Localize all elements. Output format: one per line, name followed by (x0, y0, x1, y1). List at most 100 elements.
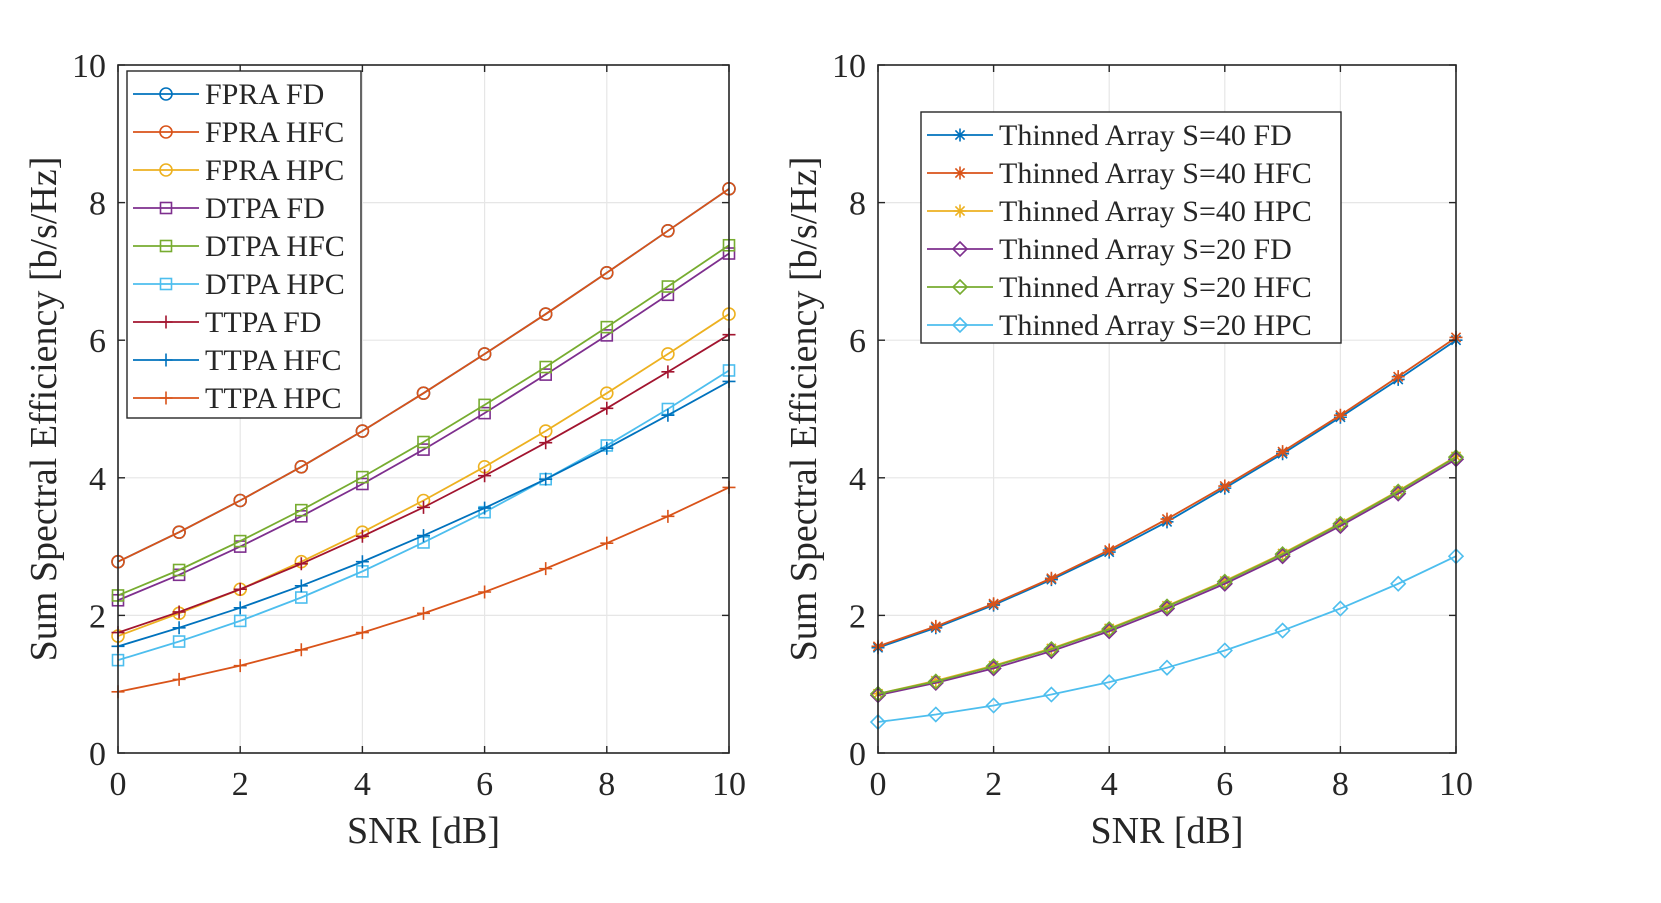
data-point (294, 503, 308, 517)
data-point (172, 525, 186, 539)
y-axis-label: Sum Spectral Efficiency [b/s/Hz] (23, 157, 65, 662)
data-point (985, 660, 1002, 677)
x-tick-label: 2 (985, 766, 1002, 803)
data-point (1158, 598, 1176, 615)
data-point (1274, 548, 1291, 565)
series-line (117, 252, 730, 602)
axes: 0 2 4 6 8 10 0 2 4 6 8 10 SNR [dB] Sum Spectral Effic… (783, 48, 1473, 852)
data-point (1160, 512, 1174, 526)
y-tick-label: 2 (849, 598, 866, 635)
x-tick-label: 6 (1216, 766, 1233, 803)
legend: Thinned Array S=40 FD Thinned Array S=40 … (920, 111, 1342, 344)
data-point (1391, 370, 1405, 384)
series-fpra-hfc (111, 182, 736, 569)
legend-label: DTPA HFC (205, 230, 345, 263)
legend-item-thinned-array-s-20-hfc: Thinned Array S=20 HFC (927, 271, 1312, 304)
data-point (599, 386, 614, 400)
data-point (600, 329, 614, 342)
legend-label: FPRA HFC (205, 116, 344, 149)
axes: 0 2 4 6 8 10 0 2 4 6 8 10 SNR [dB] Sum Spectral Effic… (23, 48, 746, 852)
legend-marker (953, 166, 967, 180)
data-point (1216, 573, 1233, 590)
y-tick-label: 6 (89, 323, 106, 360)
legend-item-thinned-array-s-40-hpc: Thinned Array S=40 HPC (927, 195, 1312, 228)
data-point (172, 672, 186, 686)
x-tick-label: 4 (354, 766, 371, 803)
legend: FPRA FD FPRA HFC FPRA HPC DTPA FD DTPA HFC DT… (126, 70, 362, 419)
legend-label: Thinned Array S=20 HPC (999, 309, 1312, 342)
data-point (233, 659, 247, 673)
series-line (877, 456, 1457, 695)
y-tick-label: 4 (849, 461, 866, 498)
data-point (1158, 600, 1176, 617)
data-point (1276, 445, 1290, 459)
y-tick-label: 8 (849, 186, 866, 223)
x-tick-label: 10 (712, 766, 746, 803)
data-point (1216, 642, 1233, 659)
y-tick-label: 8 (89, 186, 106, 223)
y-tick-label: 10 (72, 48, 106, 85)
data-point (1101, 621, 1118, 638)
legend-item-thinned-array-s-20-fd: Thinned Array S=20 FD (927, 233, 1292, 266)
legend-item-ttpa-hpc: TTPA HPC (133, 382, 341, 415)
data-point (1102, 543, 1116, 557)
data-point (661, 288, 675, 302)
legend-item-ttpa-fd: TTPA FD (133, 306, 321, 339)
x-tick-label: 0 (870, 766, 887, 803)
legend-item-fpra-hfc: FPRA HFC (133, 116, 344, 149)
data-point (294, 459, 309, 474)
legend-marker (159, 315, 173, 329)
data-point (927, 706, 944, 723)
legend-item-dtpa-hfc: DTPA HFC (133, 230, 345, 263)
legend-label: Thinned Array S=20 FD (999, 233, 1292, 266)
data-point (600, 441, 614, 455)
data-point (294, 557, 308, 571)
data-point (1332, 517, 1349, 535)
data-point (172, 635, 186, 648)
series-group (869, 330, 1465, 731)
data-point (417, 529, 430, 543)
left-panel: 0 2 4 6 8 10 0 2 4 6 8 10 SNR [dB] Sum Spectral Effic… (23, 48, 746, 852)
data-point (1043, 640, 1060, 658)
data-point (417, 606, 430, 620)
legend-item-dtpa-hpc: DTPA HPC (133, 268, 345, 301)
axes-box (117, 64, 730, 754)
series-line (117, 369, 730, 661)
data-point (1274, 622, 1291, 639)
data-point (600, 320, 614, 334)
x-tick-label: 8 (598, 766, 615, 803)
data-point (233, 582, 247, 596)
x-axis-label: SNR [dB] (347, 810, 500, 852)
data-point (1390, 485, 1407, 502)
data-point (987, 597, 1001, 611)
data-point (1043, 686, 1060, 703)
right-panel: 0 2 4 6 8 10 0 2 4 6 8 10 SNR [dB] Sum Spectral Effic… (783, 48, 1473, 852)
data-point (600, 536, 614, 550)
data-point (539, 472, 553, 486)
legend-label: TTPA FD (205, 306, 321, 339)
legend-marker (159, 163, 173, 177)
legend-item-dtpa-fd: DTPA FD (133, 192, 325, 225)
legend-marker (159, 239, 173, 253)
legend-item-thinned-array-s-40-fd: Thinned Array S=40 FD (927, 119, 1292, 152)
y-axis-label: Sum Spectral Efficiency [b/s/Hz] (783, 157, 825, 662)
data-point (294, 579, 308, 593)
legend-marker (951, 240, 969, 258)
series-ttpa-hfc (111, 374, 736, 653)
y-tick-label: 0 (849, 736, 866, 773)
data-point (478, 406, 491, 420)
data-point (233, 601, 247, 615)
data-point (356, 477, 369, 491)
data-point (1043, 643, 1060, 660)
series-line (117, 244, 730, 597)
legend-item-thinned-array-s-40-hfc: Thinned Array S=40 HFC (927, 157, 1312, 190)
legend-item-ttpa-hfc: TTPA HFC (133, 344, 341, 377)
data-point (233, 614, 247, 628)
series-line (877, 555, 1457, 723)
series-dtpa-hfc (111, 238, 736, 602)
data-point (356, 470, 369, 484)
y-tick-label: 10 (832, 48, 866, 85)
data-point (355, 529, 369, 543)
data-point (929, 619, 943, 633)
